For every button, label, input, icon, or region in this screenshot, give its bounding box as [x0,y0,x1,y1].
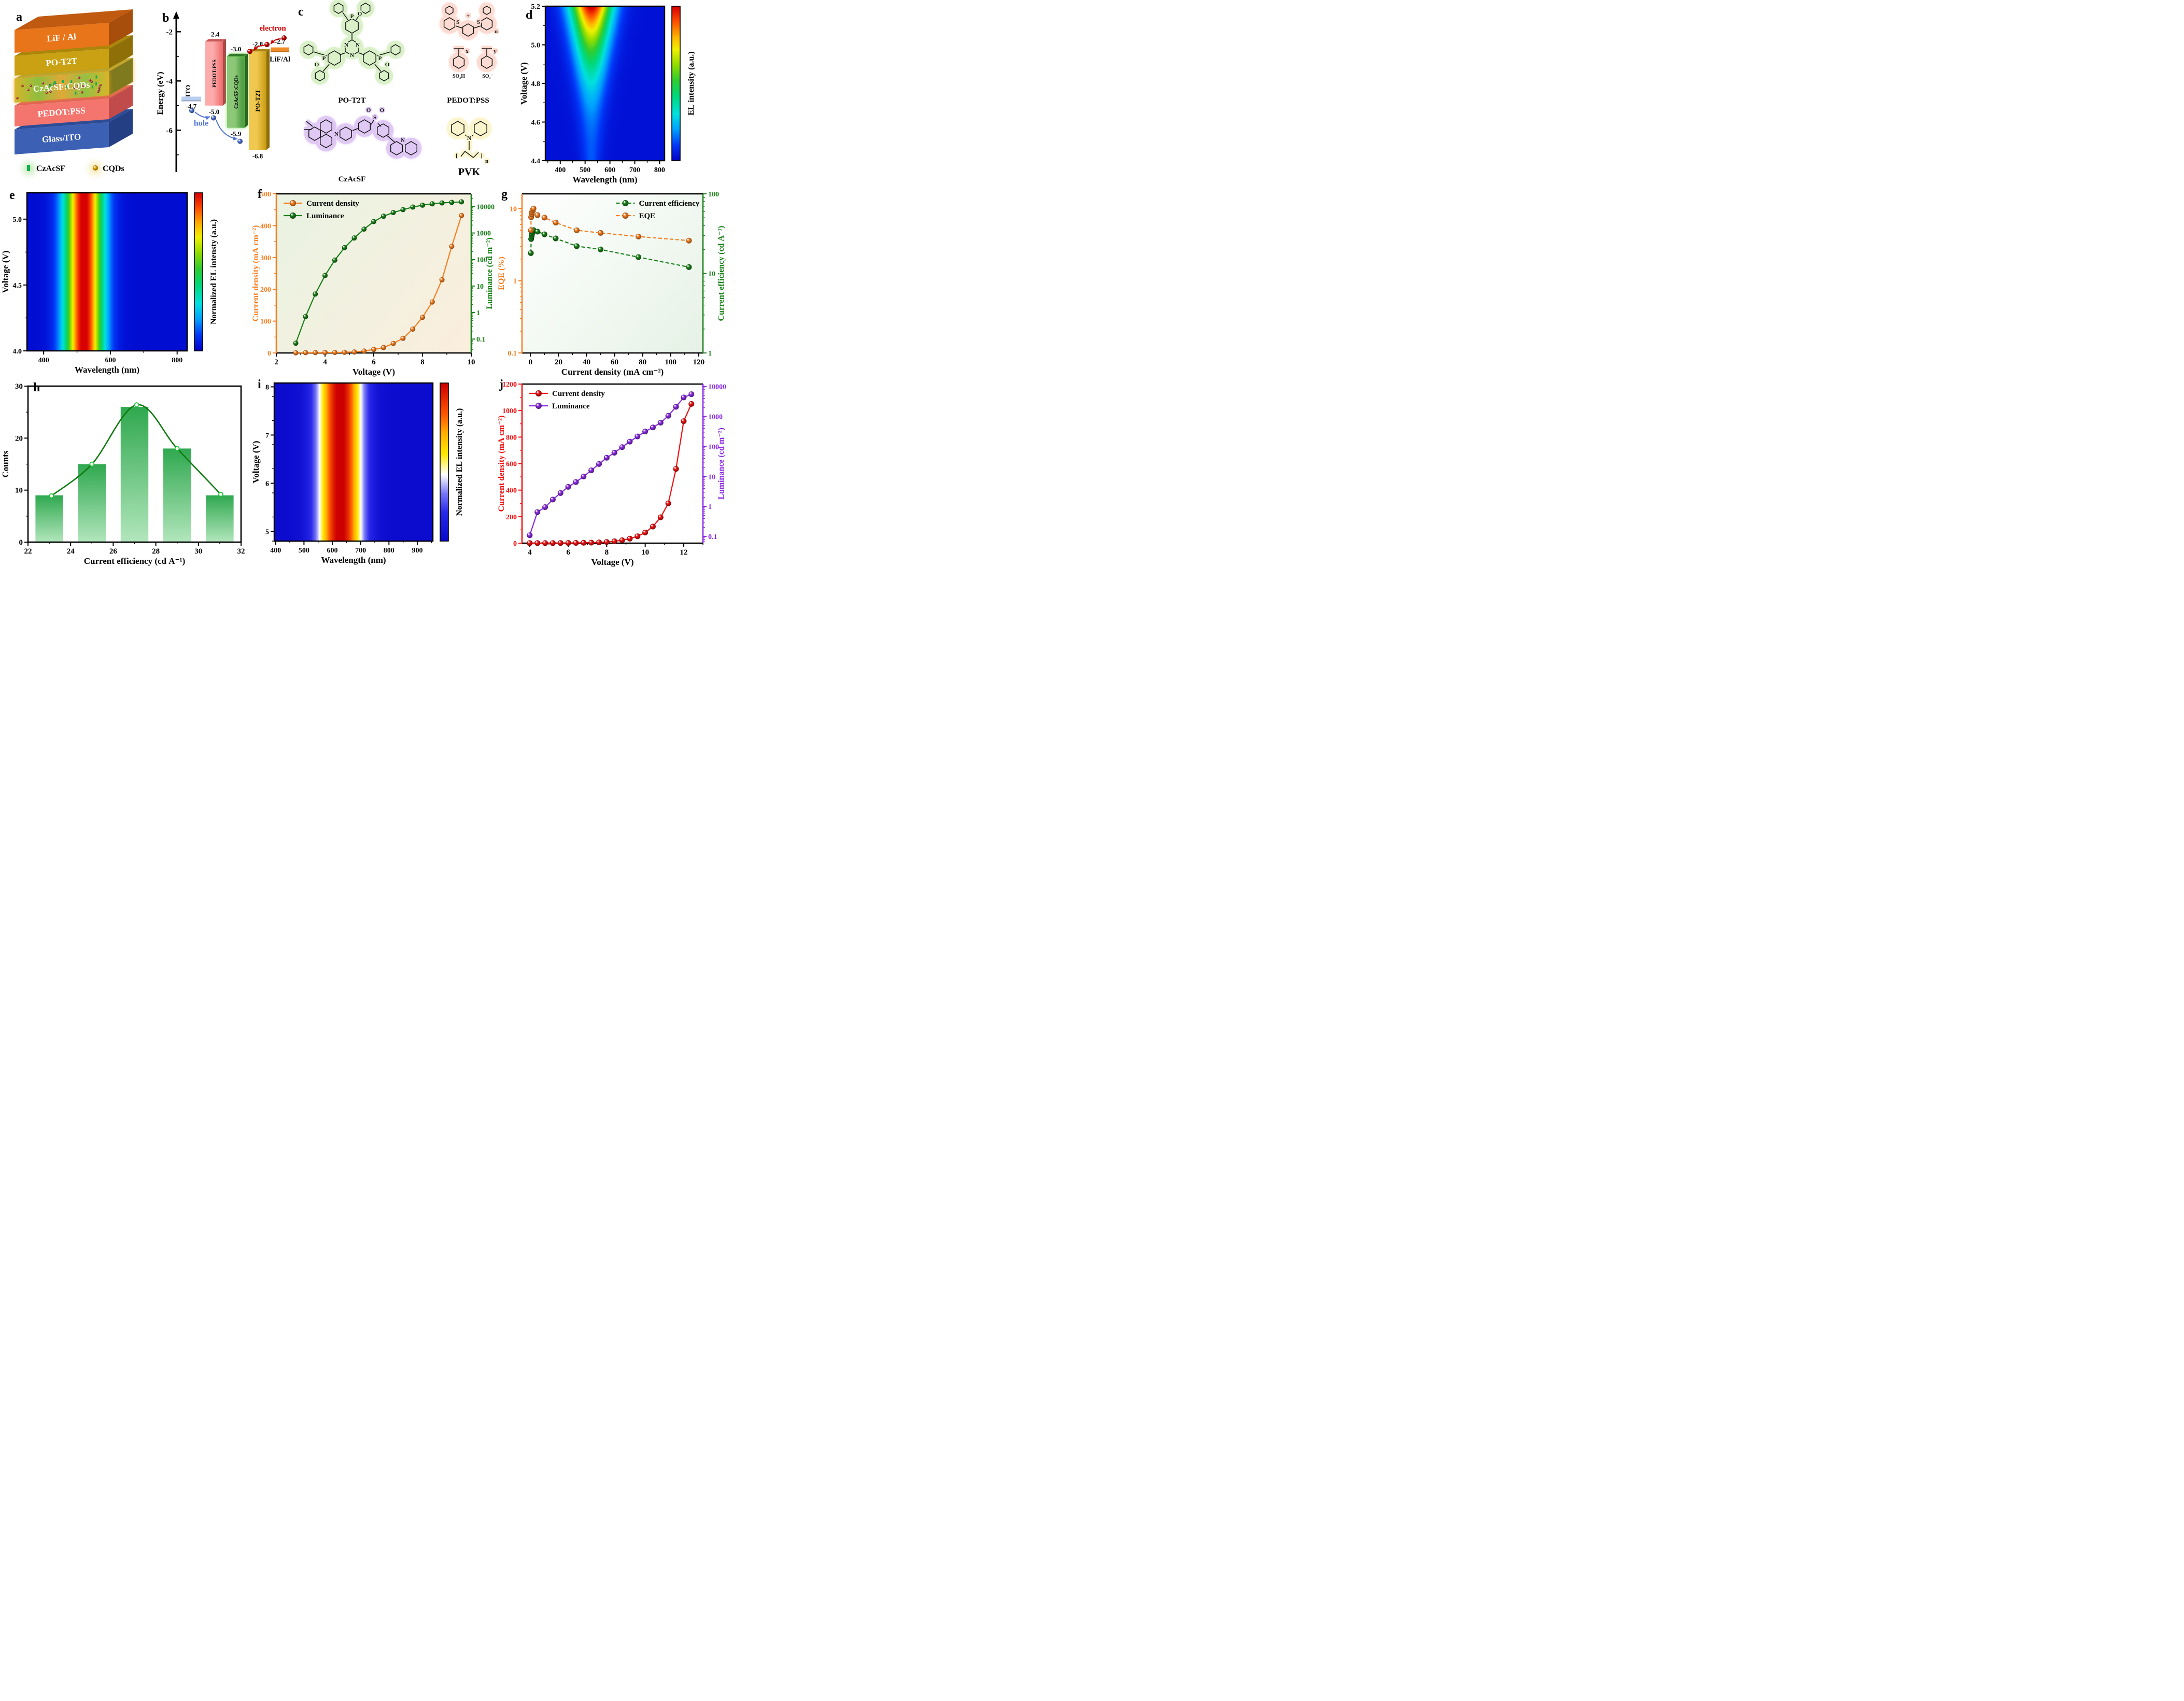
panel-label-h: h [33,381,40,394]
jv-luminance-chart-canvas [250,187,496,377]
panel-label-b: b [162,11,170,25]
panel-g: g [496,187,728,377]
panel-h: h [0,377,250,567]
panel-label-a: a [16,10,22,24]
el-heatmap-e-canvas [0,187,250,377]
jv-luminance-chart-j-canvas [496,377,728,567]
panel-i: i [250,377,496,567]
el-heatmap-i-canvas [250,377,496,567]
panel-a: a [0,0,156,187]
panel-j: j [496,377,728,567]
figure-root: a b c d e f g h i j [0,0,728,567]
panel-f: f [250,187,496,377]
el-heatmap-d-canvas [518,0,728,187]
eqe-efficiency-chart-canvas [496,187,728,377]
panel-label-f: f [258,188,262,201]
panel-label-j: j [499,378,503,391]
panel-b: b [156,0,294,187]
panel-label-d: d [526,8,533,22]
panel-label-g: g [501,188,508,201]
panel-label-e: e [9,189,15,202]
efficiency-histogram-canvas [0,377,250,567]
energy-diagram-canvas [156,0,294,187]
device-structure-canvas [0,0,156,187]
panel-label-c: c [298,5,304,19]
panel-d: d [518,0,728,187]
molecular-structures-canvas [294,0,518,187]
panel-e: e [0,187,250,377]
panel-label-i: i [258,378,261,391]
panel-c: c [294,0,518,187]
